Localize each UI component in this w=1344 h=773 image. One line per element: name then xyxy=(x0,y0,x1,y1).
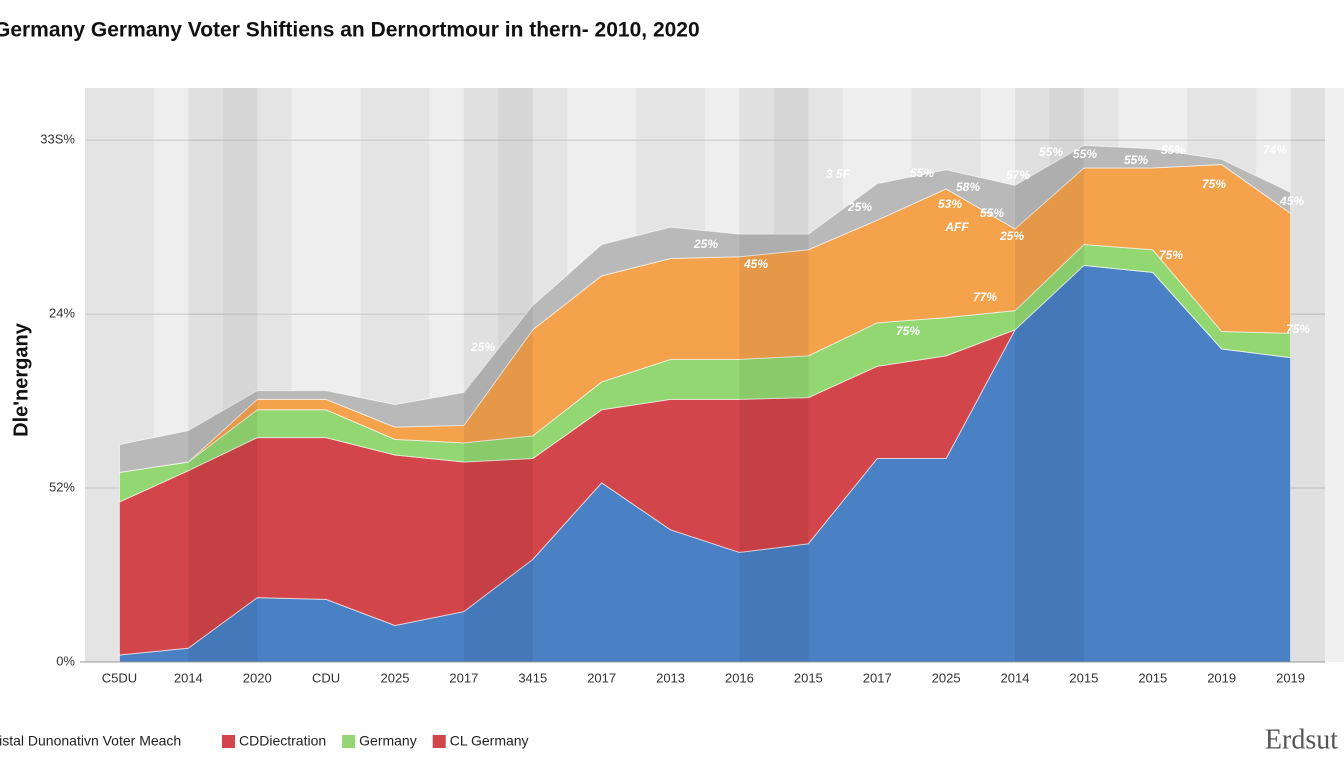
legend-swatch xyxy=(222,735,235,748)
annotation: 57% xyxy=(1006,168,1030,182)
column-shade xyxy=(188,88,258,662)
x-tick-label: 2013 xyxy=(656,670,685,685)
chart-title: Germany Germany Voter Shiftiens an Derno… xyxy=(0,19,700,42)
column-shade xyxy=(1015,88,1084,662)
annotation: 55% xyxy=(1161,143,1185,157)
annotation: 77% xyxy=(973,290,997,304)
area xyxy=(118,144,1292,473)
x-tick-label: C5DU xyxy=(102,670,137,685)
legend-title: listal Dunonativn Voter Meach xyxy=(0,733,181,749)
column-shade xyxy=(463,88,533,662)
y-tick-label: 52% xyxy=(49,479,75,494)
x-tick-label: 2016 xyxy=(725,670,754,685)
annotation: 75% xyxy=(1159,248,1183,262)
annotation: 75% xyxy=(896,324,920,338)
annotation: 74% xyxy=(1263,143,1287,157)
y-tick-label: 33S% xyxy=(40,132,75,147)
x-tick-label: 2017 xyxy=(587,670,616,685)
legend-label: CDDiectration xyxy=(239,733,326,749)
annotation: 45% xyxy=(743,257,768,271)
annotation: 58% xyxy=(956,180,980,194)
legend-swatch xyxy=(432,735,446,748)
column-shade xyxy=(739,88,809,662)
annotation: 55% xyxy=(1039,145,1063,159)
annotation: 25% xyxy=(999,229,1024,243)
x-tick-label: 2015 xyxy=(1138,670,1167,685)
annotation: 3 5F xyxy=(826,167,851,181)
annotation: 75% xyxy=(1202,177,1226,191)
annotation: 53% xyxy=(938,197,962,211)
x-tick-label: 3415 xyxy=(518,670,547,685)
x-tick-label: 2017 xyxy=(863,670,892,685)
annotation: 25% xyxy=(470,340,495,354)
watermark: Erdsut xyxy=(1265,724,1338,755)
annotation: 45% xyxy=(1279,194,1304,208)
x-tick-label: 2014 xyxy=(1001,670,1030,685)
annotation: 55% xyxy=(980,206,1004,220)
legend-swatch xyxy=(342,735,356,748)
x-tick-label: 2015 xyxy=(794,670,823,685)
x-tick-label: 2019 xyxy=(1276,670,1305,685)
annotation: 55% xyxy=(1073,147,1097,161)
x-tick-label: 2017 xyxy=(449,670,478,685)
annotation: 75% xyxy=(1286,322,1310,336)
legend-label: Germany xyxy=(359,733,417,749)
column-shade xyxy=(1290,88,1344,662)
legend-label: CL Germany xyxy=(450,733,529,749)
x-tick-label: 2020 xyxy=(243,670,272,685)
x-tick-label: CDU xyxy=(312,670,340,685)
x-tick-label: 2025 xyxy=(932,670,961,685)
annotation: AFF xyxy=(944,220,969,234)
annotation: 55% xyxy=(1124,153,1148,167)
x-tick-label: 2014 xyxy=(174,670,203,685)
annotation: 25% xyxy=(693,237,718,251)
annotation: 55% xyxy=(910,166,934,180)
annotation: 25% xyxy=(847,200,872,214)
x-tick-label: 2019 xyxy=(1207,670,1236,685)
y-tick-label: 0% xyxy=(56,653,75,668)
x-tick-label: 2025 xyxy=(381,670,410,685)
x-tick-label: 2015 xyxy=(1069,670,1098,685)
y-axis-label: Dle'nergany xyxy=(10,322,32,437)
y-tick-label: 24% xyxy=(49,306,75,321)
